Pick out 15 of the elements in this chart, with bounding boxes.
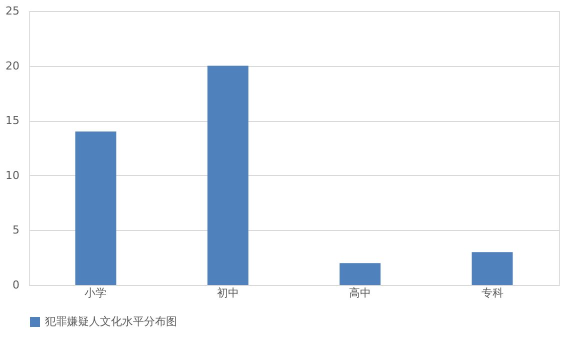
- bar: [472, 252, 513, 285]
- x-tick-label: 高中: [349, 286, 372, 300]
- bar: [207, 66, 248, 285]
- y-tick-label: 20: [6, 59, 20, 72]
- y-tick-label: 5: [12, 224, 20, 237]
- y-tick-label: 25: [6, 4, 20, 18]
- y-tick-label: 15: [6, 114, 20, 128]
- x-tick-label: 初中: [216, 286, 239, 300]
- x-tick-label: 小学: [84, 286, 107, 300]
- bar: [340, 263, 381, 285]
- y-tick-label: 0: [12, 278, 20, 292]
- bar: [75, 132, 116, 285]
- x-tick-label: 专科: [481, 286, 504, 300]
- y-tick-label: 10: [6, 168, 20, 182]
- legend-label: 犯罪嫌疑人文化水平分布图: [45, 315, 177, 328]
